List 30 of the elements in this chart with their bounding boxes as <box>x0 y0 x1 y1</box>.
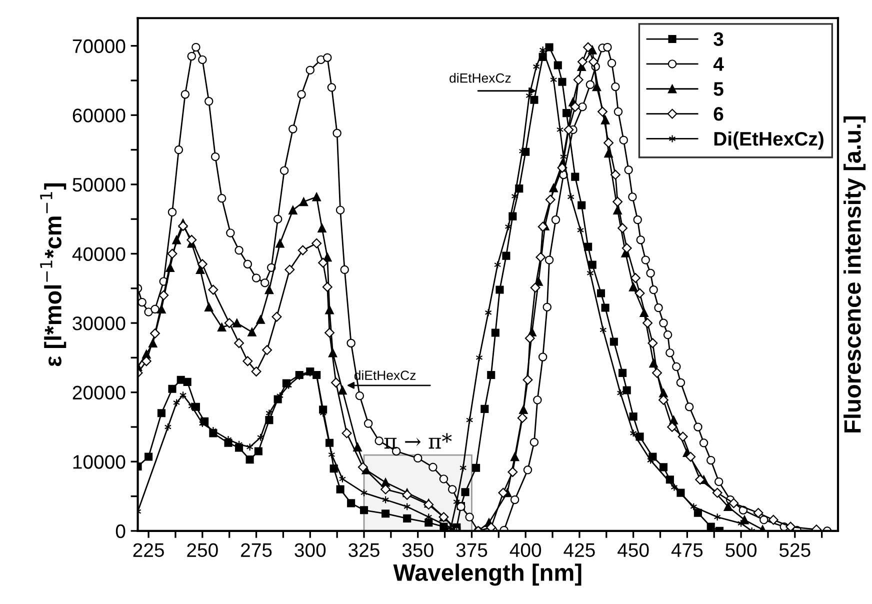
legend-label: 3 <box>714 32 724 46</box>
x-tick-label: 350 <box>402 543 434 558</box>
y-tick-label: 30000 <box>72 316 126 330</box>
x-tick-label: 300 <box>294 543 326 558</box>
y-tick-label: 0 <box>116 524 126 538</box>
y-tick-label: 50000 <box>72 178 126 192</box>
legend-label: 4 <box>713 57 724 71</box>
legend-label: 5 <box>714 82 724 96</box>
x-tick-label: 325 <box>348 543 380 558</box>
x-axis-title: Wavelength [nm] <box>393 564 582 586</box>
legend-label: Di(EtHexCz) <box>714 131 824 150</box>
y-axis-title: ε [l*mol$^{−1}$*cm$^{−1}$] <box>40 183 66 366</box>
y-tick-label: 10000 <box>73 455 126 469</box>
x-tick-label: 225 <box>133 543 164 558</box>
y2-axis-title: Fluorescence intensity [a.u.] <box>844 116 866 432</box>
y-tick-label: 40000 <box>72 247 126 261</box>
x-tick-label: 425 <box>564 543 595 558</box>
y-tick-label: 20000 <box>72 386 126 400</box>
x-tick-label: 475 <box>671 543 703 558</box>
x-tick-label: 525 <box>779 543 810 558</box>
y-tick-label: 70000 <box>72 39 126 54</box>
x-tick-label: 250 <box>187 543 218 558</box>
annotation: diEtHexCz <box>450 73 511 83</box>
x-tick-label: 275 <box>241 543 272 558</box>
legend-label: 6 <box>714 107 724 121</box>
x-tick-label: 450 <box>618 543 649 558</box>
x-tick-label: 500 <box>726 543 756 558</box>
x-tick-label: 400 <box>510 543 542 558</box>
y-tick-label: 60000 <box>72 108 126 122</box>
x-tick-label: 375 <box>456 543 488 558</box>
